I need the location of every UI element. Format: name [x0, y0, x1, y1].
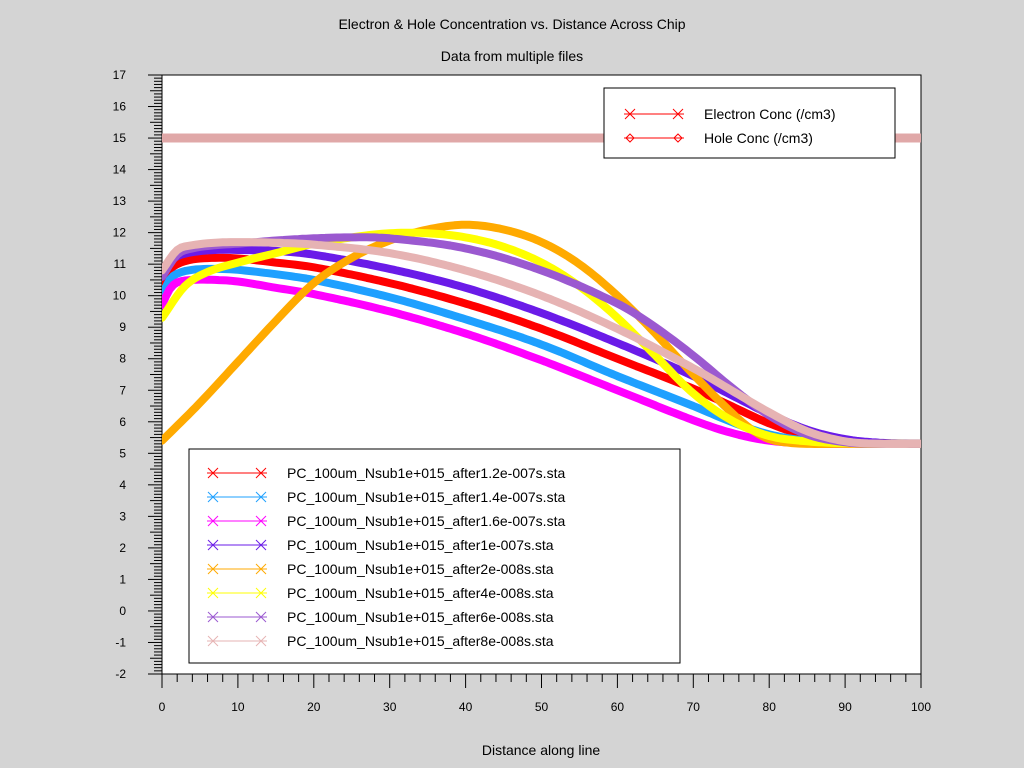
x-marker-icon — [207, 587, 219, 599]
x-tick-label: 0 — [159, 700, 166, 714]
diamond-marker-icon — [673, 133, 683, 143]
file-legend-label: PC_100um_Nsub1e+015_after4e-008s.sta — [287, 585, 554, 601]
y-tick-label: 10 — [113, 289, 127, 303]
file-legend-entry: PC_100um_Nsub1e+015_after6e-008s.sta — [207, 609, 554, 625]
file-legend-label: PC_100um_Nsub1e+015_after1.6e-007s.sta — [287, 513, 565, 529]
y-tick-label: 9 — [119, 320, 126, 334]
x-marker-icon — [207, 491, 219, 503]
y-tick-label: 8 — [119, 352, 126, 366]
file-legend: PC_100um_Nsub1e+015_after1.2e-007s.sta PC… — [188, 448, 681, 664]
file-legend-entry: PC_100um_Nsub1e+015_after8e-008s.sta — [207, 633, 554, 649]
chart-title: Electron & Hole Concentration vs. Distan… — [338, 16, 685, 32]
quantity-legend-box — [603, 87, 896, 159]
y-tick-label: 1 — [119, 572, 126, 586]
quantity-legend-label: Electron Conc (/cm3) — [704, 106, 835, 122]
file-legend-entry: PC_100um_Nsub1e+015_after1.4e-007s.sta — [207, 489, 565, 505]
y-tick-label: 2 — [119, 541, 126, 555]
y-tick-label: 3 — [119, 509, 126, 523]
x-tick-label: 70 — [687, 700, 701, 714]
x-axis-label: Distance along line — [482, 742, 601, 758]
x-marker-icon — [255, 587, 267, 599]
x-tick-label: 20 — [307, 700, 321, 714]
file-legend-box — [188, 448, 681, 664]
x-marker-icon — [207, 563, 219, 575]
quantity-legend-label: Hole Conc (/cm3) — [704, 130, 813, 146]
x-marker-icon — [255, 611, 267, 623]
y-tick-label: 15 — [113, 131, 127, 145]
series-line-6 — [162, 228, 921, 448]
y-tick-label: 4 — [119, 478, 126, 492]
y-tick-label: -1 — [115, 635, 126, 649]
file-legend-label: PC_100um_Nsub1e+015_after1.2e-007s.sta — [287, 465, 565, 481]
y-tick-label: 17 — [113, 68, 127, 82]
x-marker-icon — [207, 515, 219, 527]
x-marker-icon — [255, 515, 267, 527]
quantity-legend: Electron Conc (/cm3) Hole Conc (/cm3) — [603, 87, 896, 159]
x-tick-label: 10 — [231, 700, 245, 714]
file-legend-label: PC_100um_Nsub1e+015_after2e-008s.sta — [287, 561, 554, 577]
x-marker-icon — [207, 611, 219, 623]
y-tick-label: 11 — [114, 257, 127, 271]
y-tick-label: 7 — [119, 383, 126, 397]
x-tick-label: 90 — [838, 700, 852, 714]
y-tick-label: 14 — [113, 163, 127, 177]
file-legend-label: PC_100um_Nsub1e+015_after1e-007s.sta — [287, 537, 554, 553]
x-tick-label: 60 — [611, 700, 625, 714]
x-tick-label: 100 — [911, 700, 931, 714]
diamond-marker-icon — [625, 133, 635, 143]
x-marker-icon — [207, 635, 219, 647]
quantity-legend-entry: Electron Conc (/cm3) — [624, 106, 835, 122]
x-marker-icon — [624, 108, 636, 120]
quantity-legend-entry: Hole Conc (/cm3) — [624, 130, 813, 146]
file-legend-entry: PC_100um_Nsub1e+015_after4e-008s.sta — [207, 585, 554, 601]
y-tick-label: 13 — [113, 194, 127, 208]
file-legend-entry: PC_100um_Nsub1e+015_after2e-008s.sta — [207, 561, 554, 577]
x-marker-icon — [255, 467, 267, 479]
y-tick-label: 6 — [119, 415, 126, 429]
x-marker-icon — [255, 635, 267, 647]
x-marker-icon — [255, 563, 267, 575]
file-legend-label: PC_100um_Nsub1e+015_after6e-008s.sta — [287, 609, 554, 625]
x-marker-icon — [672, 108, 684, 120]
x-marker-icon — [207, 539, 219, 551]
file-legend-label: PC_100um_Nsub1e+015_after1.4e-007s.sta — [287, 489, 565, 505]
x-tick-label: 40 — [459, 700, 473, 714]
file-legend-entry: PC_100um_Nsub1e+015_after1.6e-007s.sta — [207, 513, 565, 529]
file-legend-entry: PC_100um_Nsub1e+015_after1e-007s.sta — [207, 537, 554, 553]
x-tick-label: 30 — [383, 700, 397, 714]
x-tick-label: 50 — [535, 700, 549, 714]
y-tick-label: 16 — [113, 100, 127, 114]
x-tick-label: 80 — [763, 700, 777, 714]
series-line-8 — [162, 238, 921, 448]
y-tick-label: 12 — [113, 226, 127, 240]
x-marker-icon — [207, 467, 219, 479]
file-legend-entry: PC_100um_Nsub1e+015_after1.2e-007s.sta — [207, 465, 565, 481]
chart-subtitle: Data from multiple files — [441, 48, 583, 64]
y-tick-label: -2 — [115, 667, 126, 681]
x-marker-icon — [255, 491, 267, 503]
x-marker-icon — [255, 539, 267, 551]
y-tick-label: 0 — [119, 604, 126, 618]
file-legend-label: PC_100um_Nsub1e+015_after8e-008s.sta — [287, 633, 554, 649]
y-tick-label: 5 — [119, 446, 126, 460]
